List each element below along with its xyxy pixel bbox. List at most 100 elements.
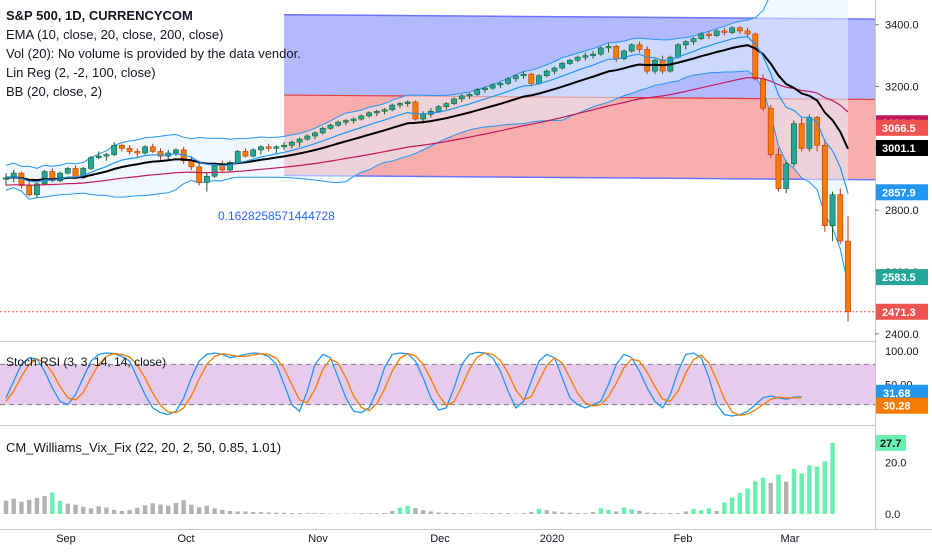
vix-bar bbox=[776, 474, 781, 514]
candle-body bbox=[281, 144, 287, 148]
price-label-bg bbox=[876, 184, 928, 201]
candle-body bbox=[173, 149, 179, 154]
candle-body bbox=[134, 151, 141, 154]
candle-body bbox=[574, 56, 581, 61]
vix-bar bbox=[142, 505, 148, 514]
vix-bar bbox=[65, 503, 70, 514]
candle-body bbox=[49, 171, 56, 182]
vix-bar bbox=[675, 513, 681, 514]
candle-body bbox=[698, 33, 705, 39]
vix-bar bbox=[760, 477, 766, 514]
candle-body bbox=[628, 44, 635, 52]
vix-value-bg bbox=[876, 434, 906, 451]
vix-bar bbox=[328, 513, 333, 514]
candle-body bbox=[312, 132, 318, 137]
vix-bar bbox=[111, 509, 117, 514]
candle-body bbox=[814, 117, 821, 146]
candle-body bbox=[466, 93, 473, 97]
candle-body bbox=[41, 171, 48, 185]
legend-bb: BB (20, close, 2) bbox=[6, 84, 103, 99]
vix-bar bbox=[289, 512, 295, 514]
vix-bar bbox=[212, 508, 217, 514]
candle-body bbox=[288, 141, 295, 146]
vix-bar bbox=[536, 508, 542, 514]
candle-body bbox=[798, 123, 805, 149]
candle-body bbox=[118, 144, 125, 149]
price-label-bg bbox=[876, 140, 928, 157]
legend-vol: Vol (20): No volume is provided by the d… bbox=[6, 46, 301, 61]
vix-bar bbox=[42, 496, 47, 514]
vix-bar bbox=[166, 505, 171, 514]
candle-body bbox=[520, 73, 527, 77]
price-label: 3001.1 bbox=[882, 143, 916, 155]
vix-bar bbox=[567, 512, 573, 514]
vix-bar bbox=[505, 513, 511, 514]
vix-bar bbox=[366, 513, 372, 514]
vix-bar bbox=[768, 482, 773, 514]
vix-bar bbox=[127, 510, 132, 514]
candle-body bbox=[512, 75, 519, 80]
candle-body bbox=[837, 194, 844, 242]
vix-bar bbox=[351, 513, 356, 514]
vix-bar bbox=[559, 512, 565, 514]
stoch-tick-label: 100.00 bbox=[885, 346, 919, 358]
price-label-bg bbox=[876, 303, 928, 320]
stoch-d-line bbox=[5, 352, 802, 416]
candle-body bbox=[458, 95, 465, 100]
candle-body bbox=[203, 175, 210, 183]
vix-bar bbox=[699, 510, 704, 514]
candle-body bbox=[304, 135, 311, 140]
vix-bar bbox=[312, 513, 318, 514]
candle-body bbox=[420, 114, 427, 120]
price-label-bg bbox=[876, 119, 928, 136]
candle-body bbox=[489, 84, 496, 89]
vix-bar bbox=[96, 506, 101, 514]
stoch-value-label: 31.68 bbox=[883, 388, 911, 400]
candle-body bbox=[613, 46, 620, 60]
vix-bar bbox=[830, 442, 835, 514]
vix-bar bbox=[799, 473, 804, 514]
vix-bar bbox=[173, 502, 179, 514]
bollinger-fill bbox=[6, 0, 848, 285]
vix-bar bbox=[475, 513, 480, 514]
vix-bar bbox=[529, 511, 534, 514]
vix-bar bbox=[436, 512, 441, 514]
vix-bar bbox=[11, 498, 16, 514]
candle-body bbox=[404, 101, 411, 104]
vix-bar bbox=[104, 507, 109, 514]
candle-body bbox=[103, 154, 110, 157]
candle-body bbox=[559, 63, 566, 69]
time-tick-label: Mar bbox=[781, 533, 800, 545]
candle-body bbox=[64, 168, 71, 174]
vix-bar bbox=[181, 500, 186, 514]
price-label: 2857.9 bbox=[882, 187, 916, 199]
stoch-band-fill bbox=[0, 364, 875, 405]
vix-bar bbox=[583, 513, 588, 514]
candle-body bbox=[713, 30, 720, 36]
vix-bar bbox=[598, 508, 604, 514]
candle-body bbox=[675, 44, 681, 58]
candle-body bbox=[296, 138, 303, 143]
vix-bar bbox=[784, 481, 789, 514]
vix-bar bbox=[753, 481, 758, 514]
candle-body bbox=[543, 70, 550, 77]
vix-bar bbox=[629, 509, 634, 514]
candle-body bbox=[234, 151, 241, 163]
stoch-value-bg bbox=[876, 384, 928, 401]
candle-body bbox=[358, 115, 365, 120]
vix-bar bbox=[745, 488, 750, 514]
vix-bar bbox=[606, 509, 611, 514]
vix-bar bbox=[297, 512, 302, 514]
candle-body bbox=[196, 166, 203, 183]
vix-bar bbox=[281, 512, 287, 514]
vix-bar bbox=[513, 513, 519, 514]
stoch-value-label: 30.28 bbox=[883, 401, 911, 413]
vix-value-label: 27.7 bbox=[880, 438, 901, 450]
legend-ema: EMA (10, close, 20, close, 200, close) bbox=[6, 27, 224, 42]
vix-bar bbox=[390, 510, 395, 514]
vix-bar bbox=[305, 513, 310, 514]
vix-bar bbox=[575, 512, 580, 514]
vix-bar bbox=[590, 511, 596, 514]
